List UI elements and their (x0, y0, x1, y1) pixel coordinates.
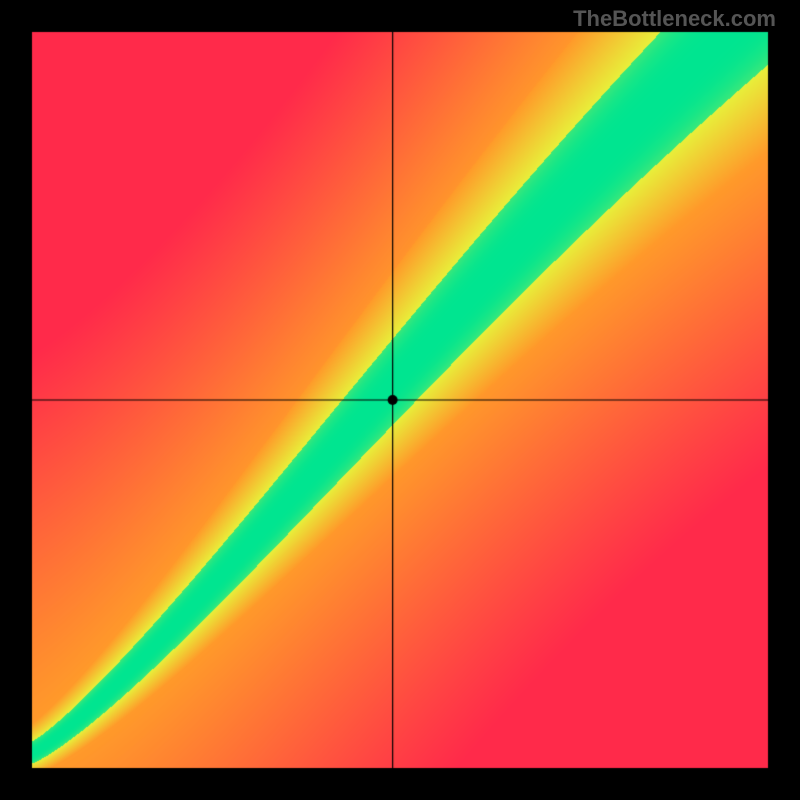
chart-container: TheBottleneck.com (0, 0, 800, 800)
watermark-text: TheBottleneck.com (573, 6, 776, 32)
heatmap-canvas (0, 0, 800, 800)
